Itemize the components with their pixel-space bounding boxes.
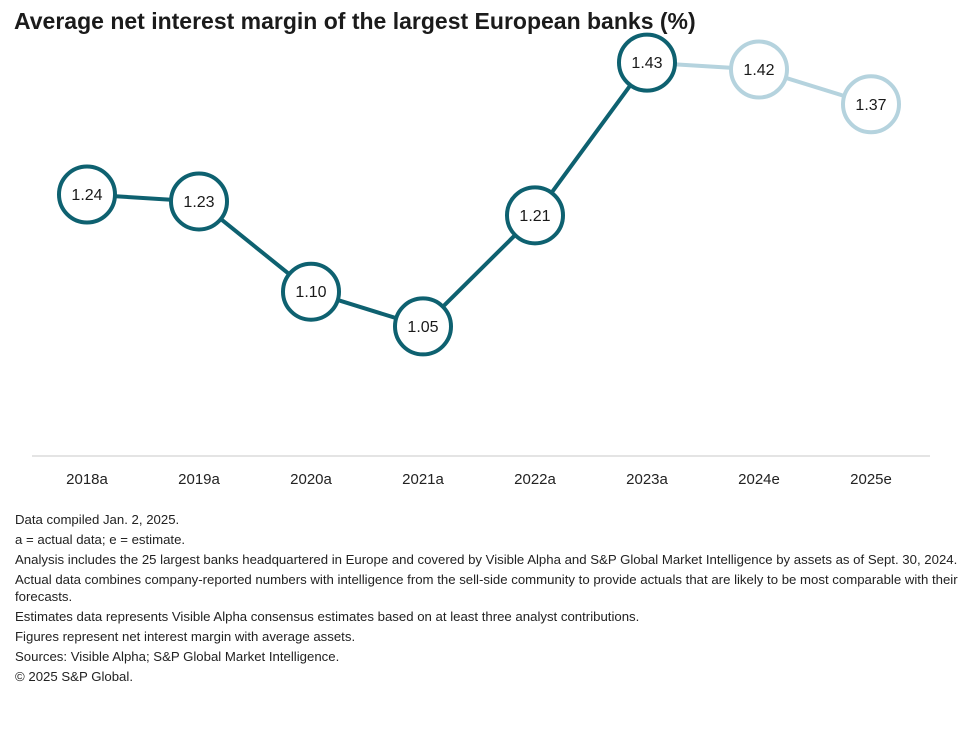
- x-tick-label: 2025e: [850, 471, 892, 488]
- actual-point: [617, 32, 677, 93]
- data-label: 1.43: [631, 55, 662, 72]
- actual-point: [57, 164, 117, 225]
- actual-point: [169, 171, 229, 232]
- actual-line-segment: [533, 60, 649, 218]
- actual-point: [393, 296, 453, 357]
- x-tick-label: 2022a: [514, 471, 556, 488]
- x-tick-label: 2021a: [402, 471, 444, 488]
- note-analysis: Analysis includes the 25 largest banks h…: [15, 552, 958, 567]
- estimate-point: [729, 39, 789, 100]
- chart-notes: Data compiled Jan. 2, 2025. a = actual d…: [15, 512, 960, 689]
- x-tick-label: 2023a: [626, 471, 668, 488]
- note-copyright: © 2025 S&P Global.: [15, 668, 133, 684]
- x-tick-label: 2019a: [178, 471, 220, 488]
- data-label: 1.05: [407, 319, 438, 336]
- actual-point: [281, 261, 341, 322]
- data-label: 1.23: [183, 194, 214, 211]
- x-tick-label: 2018a: [66, 471, 108, 488]
- data-label: 1.42: [743, 62, 774, 79]
- line-chart: 2018a 2019a 2020a 2021a 2022a 2023a 2024e 2025e…: [32, 32, 930, 488]
- data-label: 1.10: [295, 284, 326, 301]
- note-legend-key: a = actual data; e = estimate.: [15, 532, 186, 547]
- data-label: 1.21: [519, 208, 550, 225]
- note-actual-data: Actual data combines company-reported nu…: [15, 572, 958, 604]
- data-label: 1.24: [71, 187, 102, 204]
- actual-point: [505, 185, 565, 246]
- note-sources: Sources: Visible Alpha; S&P Global Marke…: [15, 648, 340, 664]
- data-label: 1.37: [855, 97, 886, 114]
- note-compiled: Data compiled Jan. 2, 2025.: [15, 512, 180, 527]
- x-tick-label: 2024e: [738, 471, 780, 488]
- estimate-point: [841, 74, 901, 135]
- note-estimates: Estimates data represents Visible Alpha …: [15, 608, 640, 624]
- note-figures: Figures represent net interest margin wi…: [15, 628, 356, 644]
- chart-title: Average net interest margin of the large…: [14, 8, 696, 34]
- x-tick-label: 2020a: [290, 471, 332, 488]
